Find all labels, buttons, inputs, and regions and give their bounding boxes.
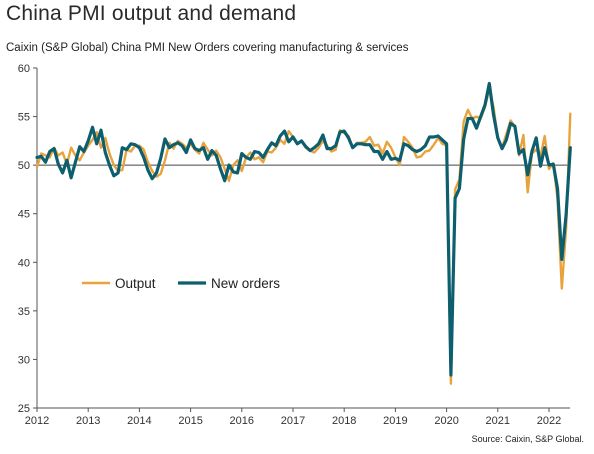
y-tick-label: 25 xyxy=(18,403,30,415)
legend-label-output: Output xyxy=(115,276,156,291)
x-axis: 2012 2013 2014 2015 2016 2017 2018 2019 2020 2021… xyxy=(25,164,570,427)
y-tick-label: 45 xyxy=(18,209,30,221)
source-note: Source: Caixin, S&P Global. xyxy=(471,434,584,444)
y-tick-label: 55 xyxy=(18,112,30,124)
x-tick-label: 2016 xyxy=(230,415,254,427)
y-tick-label: 30 xyxy=(18,354,30,366)
legend-label-new-orders: New orders xyxy=(211,276,280,291)
x-tick-label: 2014 xyxy=(127,415,151,427)
y-tick-label: 40 xyxy=(18,257,30,269)
x-tick-label: 2018 xyxy=(332,415,356,427)
x-tick-label: 2015 xyxy=(178,415,202,427)
y-tick-label: 50 xyxy=(18,160,30,172)
x-tick-label: 2017 xyxy=(281,415,305,427)
x-tick-label: 2012 xyxy=(25,415,49,427)
y-tick-label: 35 xyxy=(18,306,30,318)
plot-area xyxy=(35,81,572,385)
x-tick-label: 2021 xyxy=(486,415,510,427)
output-series-line xyxy=(35,88,572,385)
new-orders-series-line xyxy=(35,81,572,377)
x-tick-label: 2020 xyxy=(434,415,458,427)
x-tick-label: 2022 xyxy=(537,415,561,427)
page-title: China PMI output and demand xyxy=(6,2,297,25)
chart-legend: Output New orders xyxy=(82,276,280,291)
chart-subtitle: Caixin (S&P Global) China PMI New Orders… xyxy=(6,42,409,54)
y-axis: 25 30 35 40 45 50 55 60 xyxy=(18,63,38,415)
y-tick-label: 60 xyxy=(18,63,30,75)
x-tick-label: 2019 xyxy=(383,415,407,427)
x-tick-label: 2013 xyxy=(76,415,100,427)
